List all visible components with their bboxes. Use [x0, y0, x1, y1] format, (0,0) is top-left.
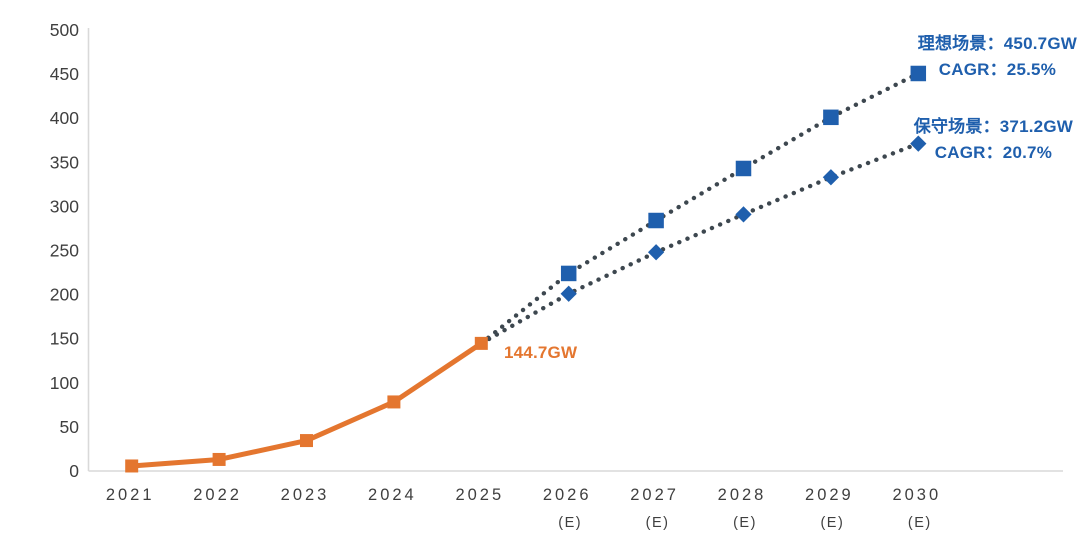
historical-actual-marker [387, 395, 401, 409]
x-axis-estimated-label: (E) [908, 515, 932, 531]
x-axis-estimated-label: (E) [646, 515, 670, 531]
y-axis-tick-label: 300 [50, 196, 79, 216]
y-axis-tick-label: 100 [50, 373, 79, 393]
ideal-scenario-value-label: 理想场景：450.7GW [917, 34, 1077, 53]
historical-actual-marker [474, 336, 488, 350]
y-axis-tick-label: 50 [60, 417, 80, 437]
ideal-scenario-annotation: 理想场景：450.7GW CAGR：25.5% [918, 31, 1077, 83]
ideal-scenario-marker [560, 265, 577, 282]
conservative-scenario-marker [910, 135, 927, 152]
y-axis-tick-label: 350 [50, 152, 79, 172]
historical-actual-line [131, 341, 483, 469]
historical-actual-marker [212, 452, 226, 466]
ideal-scenario-line [479, 71, 921, 346]
x-axis-year-label: 2028 [718, 486, 767, 504]
ideal-scenario-marker [823, 109, 839, 126]
historical-actual-marker [125, 459, 139, 473]
conservative-scenario-cagr-label: CAGR：20.7% [934, 143, 1053, 162]
y-axis-tick-label: 250 [50, 241, 79, 261]
x-axis-year-label: 2027 [630, 486, 679, 504]
conservative-scenario-marker [735, 206, 752, 223]
x-axis-estimated-label: (E) [820, 515, 844, 531]
x-axis-year-label: 2030 [892, 486, 941, 504]
conservative-scenario-line [479, 141, 921, 346]
ideal-scenario-marker [735, 160, 752, 177]
x-axis-year-label: 2024 [368, 486, 417, 504]
ideal-scenario-cagr-label: CAGR：25.5% [938, 60, 1057, 79]
x-axis-year-label: 2026 [543, 486, 592, 504]
y-axis-tick-label: 0 [69, 461, 79, 481]
x-axis-year-label: 2022 [193, 486, 242, 504]
conservative-scenario-marker [647, 244, 665, 261]
y-axis-tick-label: 200 [50, 285, 79, 305]
x-axis-year-label: 2025 [455, 486, 504, 504]
x-axis-estimated-label: (E) [733, 515, 757, 531]
x-axis-year-label: 2029 [805, 486, 854, 504]
y-axis-tick-label: 500 [50, 20, 79, 40]
conservative-scenario-annotation: 保守场景：371.2GW CAGR：20.7% [914, 114, 1073, 166]
current-value-label: 144.7GW [504, 343, 578, 362]
y-axis-tick-label: 150 [50, 329, 79, 349]
ideal-scenario-marker [648, 212, 664, 229]
conservative-scenario-marker [560, 285, 577, 302]
ideal-scenario-marker [910, 65, 927, 82]
y-axis-tick-label: 400 [50, 108, 79, 128]
conservative-scenario-value-label: 保守场景：371.2GW [913, 117, 1073, 136]
x-axis-estimated-label: (E) [558, 515, 582, 531]
conservative-scenario-marker [822, 169, 840, 186]
x-axis-year-label: 2023 [281, 486, 330, 504]
historical-actual-marker [300, 434, 313, 448]
x-axis-year-label: 2021 [106, 486, 155, 504]
y-axis-tick-label: 450 [50, 64, 79, 84]
